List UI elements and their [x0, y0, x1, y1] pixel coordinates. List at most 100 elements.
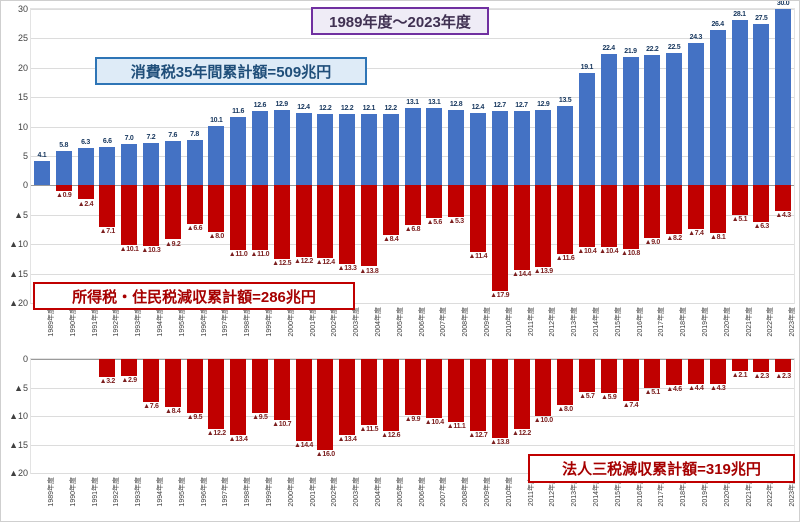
gridline	[31, 473, 794, 474]
corporate-three-tax-cut-bar	[230, 359, 247, 436]
consumption-tax-bar-label: 12.6	[253, 102, 267, 110]
corporate-three-tax-cut-bar-label: ▲8.4	[164, 407, 181, 415]
consumption-tax-bar	[426, 108, 443, 186]
x-axis-tick: 1996年度	[200, 307, 208, 337]
corporate-three-tax-cut-bar	[535, 359, 552, 416]
income-resident-tax-cut-bar-label: ▲14.4	[511, 271, 532, 279]
x-axis-tick: 2002年度	[331, 477, 339, 507]
consumption-tax-bar-label: 12.7	[515, 101, 528, 109]
income-resident-tax-cut-bar	[251, 185, 268, 251]
consumption-tax-bar	[404, 108, 421, 186]
income-resident-tax-cut-bar-label: ▲2.4	[77, 200, 94, 208]
corporate-three-tax-cut-bar	[687, 359, 704, 385]
x-axis-tick: 2019年度	[701, 307, 709, 337]
income-resident-tax-cut-bar-label: ▲10.1	[119, 245, 139, 253]
income-resident-tax-cut-bar-label: ▲6.3	[753, 223, 770, 231]
corporate-three-tax-cut-bar-label: ▲10.0	[533, 417, 553, 424]
consumption-tax-bar	[77, 148, 94, 186]
gridline	[31, 273, 794, 275]
income-resident-tax-cut-bar	[317, 185, 334, 259]
consumption-tax-bar-label: 7.6	[168, 131, 178, 139]
corporate-three-tax-cut-bar	[295, 359, 312, 442]
x-axis-tick: 1993年度	[135, 477, 143, 507]
income-resident-tax-cut-bar	[77, 185, 94, 200]
corporate-three-tax-cut-bar	[775, 359, 792, 373]
corporate-three-tax-cut-bar	[622, 359, 639, 402]
consumption-tax-bar-label: 10.1	[210, 117, 223, 124]
consumption-tax-bar	[687, 42, 704, 186]
income-resident-tax-cut-bar-label: ▲8.0	[208, 233, 225, 241]
consumption-tax-bar-label: 12.8	[449, 101, 463, 109]
corporate-three-tax-cut-bar-label: ▲11.1	[446, 423, 466, 431]
consumption-tax-bar-label: 27.5	[755, 14, 768, 22]
corporate-three-tax-cut-bar	[251, 359, 268, 414]
income-resident-tax-cut-bar	[99, 185, 116, 228]
corporate-three-tax-cut-bar	[644, 359, 661, 389]
corporate-three-tax-cut-bar	[273, 359, 290, 420]
x-axis-tick: 1989年度	[47, 477, 55, 507]
y-axis-tick: ▲10	[9, 411, 28, 421]
income-resident-tax-cut-bar	[666, 185, 683, 234]
income-resident-tax-cut-bar	[644, 185, 661, 239]
corporate-three-tax-cut-bar	[600, 359, 617, 393]
x-axis-tick: 1991年度	[91, 477, 99, 507]
y-axis-tick: 20	[17, 62, 28, 73]
x-axis-tick: 2018年度	[680, 307, 688, 337]
income-resident-tax-cut-bar	[339, 185, 356, 264]
consumption-tax-bar	[753, 23, 770, 186]
income-resident-tax-cut-bar	[230, 185, 247, 251]
x-axis-tick: 1992年度	[113, 477, 121, 507]
income-resident-tax-cut-bar	[382, 185, 399, 235]
consumption-tax-bar	[230, 117, 247, 186]
consumption-tax-bar	[469, 112, 486, 186]
x-axis-tick: 1991年度	[91, 307, 99, 337]
corporate-three-tax-cut-bar-label: ▲12.2	[511, 429, 532, 437]
x-axis-tick: 1995年度	[178, 477, 186, 507]
consumption-tax-bar	[513, 110, 530, 186]
consumption-tax-bar	[317, 113, 334, 186]
income-resident-tax-cut-bar	[731, 185, 748, 216]
corporate-three-tax-cut-bar-label: ▲12.2	[206, 429, 226, 437]
consumption-tax-bar	[273, 109, 290, 186]
income-resident-tax-cut-bar	[448, 185, 465, 217]
x-axis-tick: 1999年度	[265, 307, 273, 337]
corporate-three-tax-cut-bar-label: ▲8.0	[557, 405, 573, 413]
corporate-three-tax-cut-bar	[709, 359, 726, 384]
income-resident-tax-cut-bar-label: ▲6.6	[186, 225, 203, 233]
x-axis-tick: 2001年度	[309, 477, 317, 507]
corporate-three-tax-cut-bar	[557, 359, 574, 405]
consumption-tax-bar-label: 13.1	[428, 99, 441, 107]
consumption-tax-bar-label: 22.2	[646, 45, 659, 53]
x-axis-tick: 2000年度	[287, 307, 295, 337]
x-axis-tick: 2005年度	[396, 477, 404, 507]
income-resident-tax-cut-bar	[622, 185, 639, 249]
consumption-tax-bar-label: 12.7	[493, 101, 506, 109]
income-resident-tax-cut-bar-label: ▲10.4	[599, 247, 619, 255]
corporate-three-tax-cut-bar-label: ▲4.4	[688, 385, 704, 393]
y-axis-tick: ▲15	[9, 439, 28, 450]
corporate-three-tax-cut-bar-label: ▲3.2	[99, 378, 116, 386]
y-axis-tick: 5	[22, 151, 28, 161]
income-resident-tax-cut-bar	[578, 185, 595, 247]
corporate-three-tax-cut-bar	[121, 359, 138, 376]
x-axis-tick: 2002年度	[331, 307, 339, 337]
x-axis-tick: 2010年度	[505, 477, 513, 507]
x-axis-tick: 1999年度	[265, 477, 273, 507]
gridline	[31, 303, 794, 304]
consumption-tax-bar-label: 12.2	[340, 104, 354, 112]
period-label: 1989年度～2023年度	[311, 7, 489, 35]
income-resident-tax-cut-bar-label: ▲11.4	[468, 253, 488, 261]
corporate-three-tax-cut-bar	[448, 359, 465, 423]
consumption-tax-bar-label: 12.2	[319, 104, 332, 112]
consumption-tax-bar	[382, 113, 399, 186]
gridline	[31, 244, 794, 246]
consumption-tax-bar-label: 22.5	[667, 44, 681, 52]
consumption-tax-bar	[666, 53, 683, 186]
consumption-tax-bar	[295, 112, 312, 186]
corporate-three-tax-cut-bar	[513, 359, 530, 429]
y-axis-tick: ▲10	[9, 239, 28, 250]
consumption-tax-bar	[33, 161, 50, 186]
gridline	[31, 38, 794, 40]
y-axis-tick: 0	[22, 354, 28, 364]
consumption-tax-bar-label: 13.1	[406, 99, 419, 107]
